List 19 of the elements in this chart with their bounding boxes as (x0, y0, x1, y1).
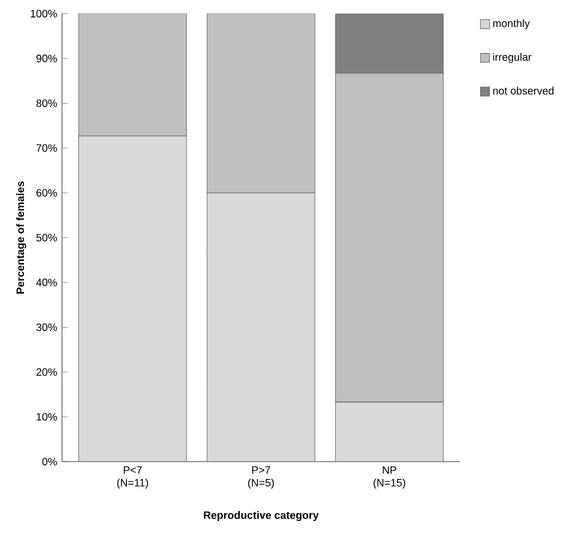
y-tick-label: 0% (42, 458, 57, 466)
y-axis-title: Percentage of females (16, 182, 26, 294)
y-tick-label: 100% (30, 10, 57, 18)
y-tick-label: 40% (36, 278, 57, 286)
x-axis-title: Reproductive category (204, 511, 319, 522)
y-tick-label: 10% (36, 413, 57, 421)
legend-label: not observed (493, 86, 554, 95)
legend-label: irregular (493, 53, 532, 64)
y-tick-label: 80% (36, 100, 57, 108)
x-tick-label: NP (N=15) (374, 466, 406, 489)
y-tick-label: 70% (36, 144, 57, 152)
y-tick-label: 30% (36, 324, 57, 332)
y-tick-label: 50% (36, 234, 57, 242)
y-tick-label: 90% (36, 54, 57, 62)
y-tick-label: 20% (36, 368, 57, 376)
y-tick-label: 60% (36, 189, 57, 197)
legend-label: monthly (493, 19, 530, 30)
x-tick-label: P<7 (N=11) (117, 466, 148, 489)
x-tick-label: P>7 (N=5) (248, 466, 274, 489)
